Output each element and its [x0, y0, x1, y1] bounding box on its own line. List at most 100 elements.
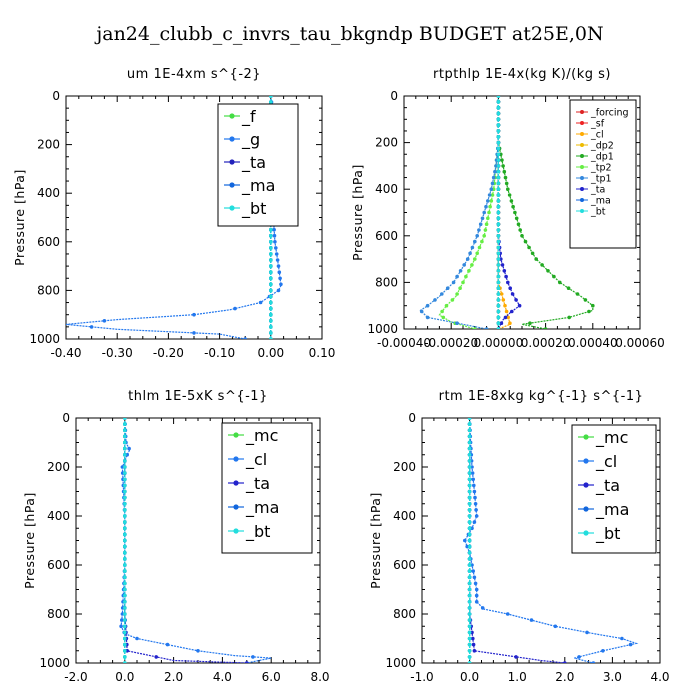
series-point: [444, 303, 449, 308]
y-tick-label: 1000: [29, 332, 60, 346]
series-point: [486, 216, 490, 221]
series-point: [123, 538, 127, 543]
series-point: [455, 321, 459, 326]
series-point: [269, 96, 273, 98]
legend-entry: _ma: [576, 196, 611, 207]
series-point: [154, 655, 158, 659]
series-point: [577, 655, 581, 659]
x-tick-label: 0.00020: [521, 336, 571, 350]
series-point: [503, 175, 508, 180]
series-point: [278, 276, 282, 281]
legend-entry: _mc: [578, 428, 628, 448]
x-tick-label: 3.0: [603, 670, 622, 684]
x-tick-label: 0.00: [257, 346, 284, 360]
series-point: [467, 612, 472, 616]
series-point: [467, 563, 472, 567]
legend-entry: _bt: [576, 207, 606, 218]
series-point: [496, 274, 501, 279]
series-point: [516, 222, 521, 226]
series-point: [123, 434, 127, 439]
legend-label: _bt: [245, 522, 270, 542]
series-point: [501, 164, 505, 168]
series-point: [123, 575, 127, 580]
series-point: [123, 544, 127, 549]
legend-entry: _cl: [578, 452, 617, 472]
series-point: [496, 257, 501, 261]
series-point: [258, 300, 263, 305]
series-point: [135, 636, 139, 641]
legend-marker: [580, 165, 584, 169]
series-point: [514, 655, 518, 659]
series-point: [487, 193, 492, 197]
series-point: [472, 483, 476, 488]
legend-marker: [229, 205, 235, 211]
legend-marker: [583, 506, 589, 512]
series-point: [491, 175, 496, 180]
legend-entry: _tp1: [576, 174, 612, 185]
x-tick-label: 4.0: [213, 670, 232, 684]
legend-label: _bt: [590, 207, 606, 218]
y-tick-label: 200: [375, 136, 398, 150]
series-point: [123, 446, 127, 451]
series-point: [269, 270, 273, 275]
series-point: [269, 246, 273, 250]
series-point: [467, 655, 472, 659]
series-point: [528, 321, 532, 326]
series-point: [496, 204, 501, 209]
series-point: [467, 544, 472, 549]
x-tick-label: 0.0: [115, 670, 134, 684]
y-tick-label: 200: [37, 138, 60, 152]
series-point: [508, 321, 512, 326]
series-point: [490, 181, 495, 186]
series-point: [496, 135, 501, 139]
x-tick-label: -0.40: [50, 346, 81, 360]
series-point: [102, 319, 107, 323]
series-tp2: [438, 96, 501, 329]
series-point: [496, 245, 501, 250]
y-tick-label: 600: [393, 558, 416, 572]
legend-entry: _tp2: [576, 163, 612, 174]
series-point: [484, 327, 489, 329]
legend-entry: _ma: [578, 500, 629, 520]
series-point: [487, 210, 491, 215]
series-point: [489, 199, 494, 203]
x-tick-label: -1.0: [410, 670, 433, 684]
legend: _mc _cl _ta _ma _bt: [221, 422, 313, 554]
legend-label: _ta: [590, 185, 605, 196]
series-line: [469, 418, 565, 663]
series-point: [474, 600, 479, 604]
series-point: [527, 245, 531, 250]
series-point: [467, 428, 472, 433]
series-point: [473, 581, 478, 586]
series-point: [123, 428, 127, 433]
series-point: [123, 418, 127, 420]
series-point: [272, 233, 277, 238]
series-point: [192, 312, 196, 317]
y-tick-label: 400: [393, 509, 416, 523]
series-point: [269, 252, 273, 256]
series-point: [471, 569, 476, 573]
series-point: [467, 459, 472, 463]
series-point: [123, 489, 127, 494]
series-point: [534, 257, 538, 261]
series-point: [496, 152, 501, 157]
x-tick-label: 0.00060: [615, 336, 665, 350]
series-point: [455, 292, 459, 296]
x-tick-label: 0.00000: [474, 336, 524, 350]
series-point: [450, 298, 455, 302]
series-point: [506, 315, 511, 320]
series-point: [480, 606, 485, 610]
series-point: [269, 240, 273, 244]
x-tick-label: 0.10: [309, 346, 336, 360]
series-point: [591, 661, 596, 663]
series-point: [472, 649, 477, 653]
series-point: [440, 292, 444, 296]
series-point: [467, 649, 472, 653]
series-point: [552, 274, 556, 279]
series-point: [510, 292, 515, 296]
series-point: [467, 557, 472, 561]
legend-label: _mc: [245, 426, 278, 446]
series-point: [503, 303, 507, 308]
series-point: [123, 508, 127, 512]
series-point: [467, 446, 472, 451]
